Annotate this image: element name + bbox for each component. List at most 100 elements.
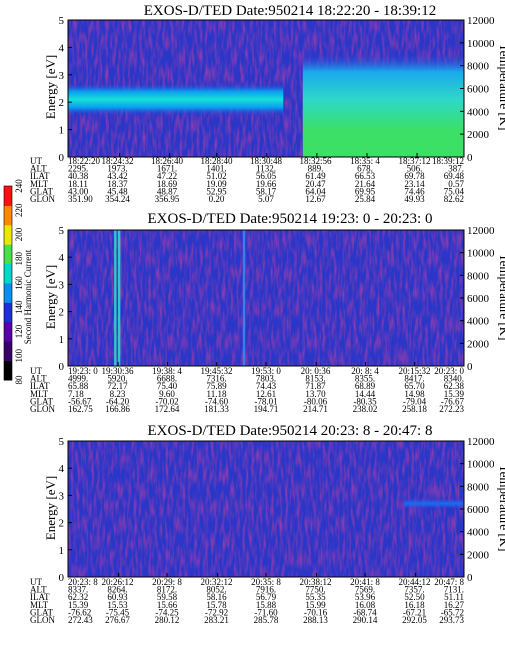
ephemeris-cell: 61.49 [305, 171, 326, 181]
ephemeris-cell: 8264. [107, 585, 127, 595]
ephemeris-cell: 356.95 [155, 194, 180, 204]
ephemeris-cell: 0.20 [209, 194, 225, 204]
ephemeris-cell: 66.53 [355, 171, 376, 181]
ephemeris-cell: 82.62 [444, 194, 464, 204]
ephemeris-cell: -70.02 [155, 396, 178, 406]
ephemeris-row-label: GLAT [30, 607, 53, 617]
energy-tick-label: 5 [59, 225, 65, 237]
ephemeris-cell: -70.16 [304, 607, 328, 617]
ephemeris-cell: 40.38 [68, 171, 89, 181]
ephemeris-cell: 162.75 [68, 404, 93, 414]
ephemeris-cell: 12.67 [305, 194, 326, 204]
ephemeris-cell: 13.70 [305, 389, 326, 399]
colorbar-swatch [4, 244, 12, 265]
ephemeris-cell: -72.92 [205, 607, 228, 617]
colorbar-frame [3, 185, 13, 381]
panel-2-temperature-axis-label: Temperature [K] [497, 254, 505, 341]
ephemeris-cell: 285.78 [254, 615, 279, 625]
ephemeris-cell: 18.69 [157, 179, 178, 189]
energy-tick-label: 2 [59, 97, 65, 109]
ephemeris-cell: 25.84 [355, 194, 376, 204]
ephemeris-cell: 58.16 [206, 592, 227, 602]
ephemeris-cell: 16.18 [404, 600, 425, 610]
energy-tick-label: 1 [59, 334, 65, 346]
ephemeris-cell: 387. [448, 164, 464, 174]
ephemeris-cell: 8355. [355, 374, 375, 384]
energy-tick-label: 0 [59, 361, 65, 373]
ephemeris-cell: 18:39:12 [432, 156, 464, 166]
ephemeris-cell: 43.00 [68, 186, 89, 196]
ephemeris-cell: 7316. [206, 374, 226, 384]
spectrogram-panel-1: EXOS-D/TED Date:950214 18:22:20 - 18:39:… [30, 3, 505, 204]
ephemeris-cell: 214.71 [303, 404, 328, 414]
spectrogram-band-feature [68, 83, 284, 116]
ephemeris-cell: 288.13 [303, 615, 328, 625]
ephemeris-cell: 7357. [404, 585, 424, 595]
ephemeris-cell: 5920. [107, 374, 127, 384]
ephemeris-row-label: UT [30, 577, 42, 587]
ephemeris-cell: 47.22 [157, 171, 177, 181]
temperature-tick-label: 8000 [467, 270, 490, 282]
ephemeris-row-label: ILAT [30, 592, 50, 602]
ephemeris-cell: 48.87 [157, 186, 178, 196]
ephemeris-cell: 20:32:12 [200, 577, 232, 587]
ephemeris-cell: 20:35: 8 [251, 577, 281, 587]
ephemeris-cell: 15.88 [256, 600, 277, 610]
panel-3-energy-axis-label: Energy [eV] [43, 476, 58, 540]
ephemeris-cell: 69.48 [444, 171, 465, 181]
ephemeris-cell: -56.67 [68, 396, 92, 406]
ephemeris-row-label: GLON [30, 404, 55, 414]
ephemeris-cell: 8340. [444, 374, 464, 384]
energy-tick-label: 5 [59, 436, 65, 448]
temperature-tick-label: 12000 [467, 225, 495, 237]
ephemeris-cell: 12.61 [256, 389, 276, 399]
temperature-tick-label: 2000 [467, 549, 490, 561]
ephemeris-cell: 238.02 [353, 404, 378, 414]
ephemeris-cell: -80.35 [353, 396, 377, 406]
colorbar-swatch [4, 341, 12, 362]
ephemeris-cell: 19.09 [206, 179, 227, 189]
energy-tick-label: 4 [59, 252, 65, 264]
ephemeris-cell: 20:41: 8 [350, 577, 380, 587]
ephemeris-cell: 280.12 [155, 615, 180, 625]
colorbar-swatch [4, 205, 12, 226]
ephemeris-cell: 14.98 [404, 389, 425, 399]
ephemeris-row-label: GLON [30, 194, 55, 204]
ephemeris-cell: 194.71 [254, 404, 279, 414]
temperature-tick-label: 12000 [467, 15, 495, 27]
ephemeris-cell: 75.40 [157, 381, 178, 391]
ephemeris-cell: 19.66 [256, 179, 277, 189]
colorbar-swatch [4, 321, 12, 342]
ephemeris-row-label: MLT [30, 600, 49, 610]
colorbar-tick-label: 240 [14, 179, 24, 193]
colorbar-swatch [4, 283, 12, 303]
temperature-tick-label: 0 [467, 572, 473, 584]
temperature-tick-label: 0 [467, 361, 473, 373]
temperature-tick-label: 6000 [467, 504, 490, 516]
colorbar-tick-label: 200 [14, 227, 24, 241]
colorbar-label: Second Harmonic Current [23, 249, 33, 344]
colorbar-swatch [4, 302, 12, 323]
ephemeris-cell: 258.18 [402, 404, 427, 414]
ephemeris-cell: -68.74 [353, 607, 377, 617]
ephemeris-cell: 1973. [107, 164, 127, 174]
panel-3-title: EXOS-D/TED Date:950214 20:23: 8 - 20:47:… [148, 423, 433, 439]
ephemeris-cell: 4999. [68, 374, 88, 384]
spectrogram-spike-feature [117, 230, 121, 366]
ephemeris-cell: 45.48 [107, 186, 128, 196]
ephemeris-cell: 8153. [305, 374, 325, 384]
ephemeris-cell: 15.53 [107, 600, 128, 610]
temperature-tick-label: 0 [467, 152, 473, 164]
colorbar-swatch [4, 360, 12, 381]
panel-1-title: EXOS-D/TED Date:950214 18:22:20 - 18:39:… [144, 3, 436, 19]
ephemeris-cell: 64.04 [305, 186, 326, 196]
energy-tick-label: 4 [59, 42, 65, 54]
ephemeris-cell: 19:45:32 [200, 366, 232, 376]
ephemeris-cell: -75.45 [106, 607, 130, 617]
ephemeris-cell: 18:24:32 [101, 156, 133, 166]
ephemeris-cell: 18:37:12 [398, 156, 430, 166]
ephemeris-cell: 172.64 [155, 404, 180, 414]
ephemeris-cell: 7131. [444, 585, 464, 595]
ephemeris-cell: 69.78 [404, 171, 425, 181]
